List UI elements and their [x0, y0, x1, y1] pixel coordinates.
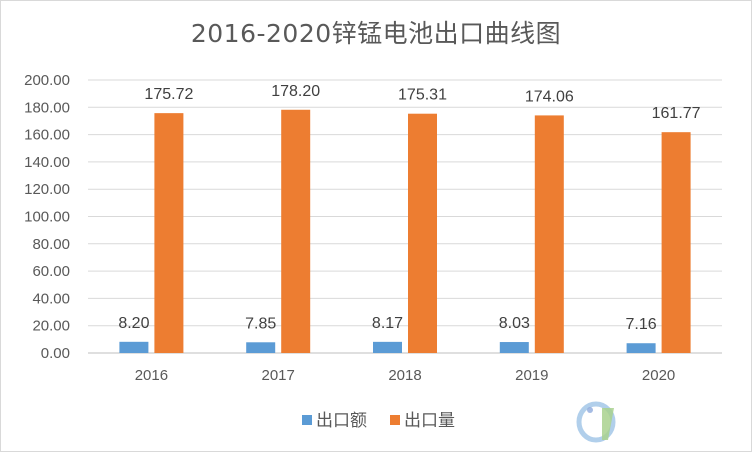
y-tick-label: 40.00 — [32, 290, 70, 307]
bars — [119, 109, 691, 354]
y-tick-label: 160.00 — [24, 127, 70, 144]
bar-export-value — [246, 342, 276, 353]
y-tick-label: 80.00 — [32, 236, 70, 253]
x-tick-label: 2020 — [642, 367, 675, 384]
chart-title: 2016-2020锌锰电池出口曲线图 — [190, 19, 562, 48]
data-label: 8.17 — [372, 315, 403, 332]
y-tick-label: 180.00 — [24, 99, 70, 116]
bar-export-volume — [281, 109, 311, 353]
legend: 出口额 出口量 — [302, 411, 455, 430]
y-tick-label: 20.00 — [32, 318, 70, 335]
y-tick-label: 140.00 — [24, 154, 70, 171]
data-label: 8.03 — [499, 315, 530, 332]
y-axis-tick-labels: 0.00 20.00 40.00 60.00 80.00 100.00 120.00 140.… — [24, 72, 70, 362]
bar-export-value — [626, 343, 656, 353]
x-tick-label: 2019 — [515, 367, 548, 384]
y-tick-label: 0.00 — [41, 345, 70, 362]
data-label: 7.16 — [626, 316, 657, 333]
y-tick-label: 100.00 — [24, 209, 70, 226]
bar-export-volume — [534, 115, 564, 353]
data-label: 7.85 — [245, 315, 276, 332]
legend-swatch — [302, 415, 312, 425]
data-label: 161.77 — [652, 105, 701, 122]
x-tick-label: 2017 — [262, 367, 295, 384]
bar-export-volume — [154, 113, 184, 353]
bar-export-value — [499, 342, 529, 353]
bar-export-value — [373, 341, 402, 353]
x-tick-label: 2018 — [388, 367, 421, 384]
data-label: 175.72 — [144, 86, 193, 103]
gridlines — [88, 79, 722, 354]
x-tick-label: 2016 — [135, 367, 168, 384]
data-label: 175.31 — [398, 87, 447, 104]
data-label: 174.06 — [525, 88, 574, 105]
y-tick-label: 60.00 — [32, 263, 70, 280]
data-label: 8.20 — [118, 315, 149, 332]
bar-export-volume — [408, 113, 437, 354]
watermark-logo — [576, 401, 616, 443]
bar-export-volume — [661, 132, 691, 353]
y-tick-label: 120.00 — [24, 181, 70, 198]
bar-export-value — [119, 341, 149, 353]
data-labels: 8.20 175.72 7.85 178.20 8.17 175.31 8.03 174.06… — [118, 83, 700, 333]
data-label: 178.20 — [271, 83, 320, 100]
legend-label: 出口额 — [316, 411, 367, 430]
legend-swatch — [390, 415, 400, 425]
y-tick-label: 200.00 — [24, 72, 70, 89]
legend-label: 出口量 — [404, 411, 455, 430]
x-axis-tick-labels: 2016 2017 2018 2019 2020 — [135, 367, 676, 384]
